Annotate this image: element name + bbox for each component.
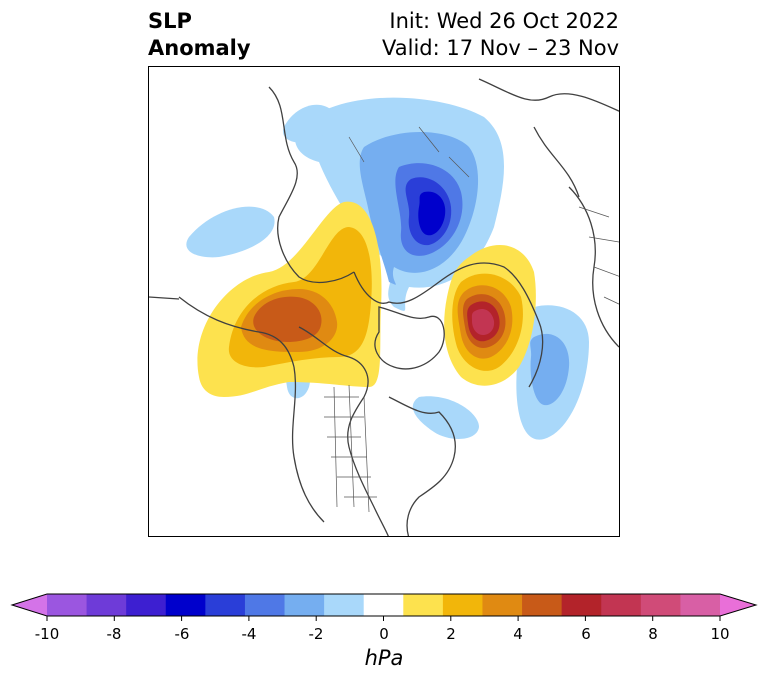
anomaly-map [149, 78, 619, 536]
init-date: Init: Wed 26 Oct 2022 [389, 9, 619, 33]
colorbar-swatch [47, 594, 88, 616]
colorbar-swatch [86, 594, 127, 616]
colorbar-swatch [165, 594, 206, 616]
valid-range: Valid: 17 Nov – 23 Nov [382, 36, 619, 60]
colorbar-swatch [601, 594, 642, 616]
negative-anomaly-atlantic [514, 305, 589, 440]
colorbar-swatch [363, 594, 404, 616]
cb-tick-label: 2 [446, 625, 456, 643]
colorbar-swatch [205, 594, 246, 616]
negative-anomaly-pacific [186, 206, 275, 258]
cb-tick-label: -6 [174, 625, 190, 643]
cb-tick-label: 8 [648, 625, 658, 643]
title-right: Init: Wed 26 Oct 2022 Valid: 17 Nov – 23… [382, 8, 619, 62]
colorbar [10, 593, 758, 621]
colorbar-units: hPa [364, 646, 404, 670]
colorbar-swatch [442, 594, 483, 616]
colorbar-swatch [680, 594, 721, 616]
colorbar-swatch [324, 594, 365, 616]
positive-anomaly-alaska [197, 201, 382, 397]
colorbar-swatch [561, 594, 602, 616]
cb-tick-label: -2 [308, 625, 324, 643]
colorbar-swatch [640, 594, 681, 616]
colorbar-extend-max [720, 594, 756, 616]
title-type: Anomaly [148, 36, 251, 60]
title-variable: SLP [148, 9, 192, 33]
negative-anomaly-greenland [412, 396, 479, 439]
map-panel [148, 66, 620, 537]
colorbar-extend-min [12, 594, 47, 616]
colorbar-swatch [522, 594, 563, 616]
negative-anomaly-arctic [283, 97, 504, 311]
colorbar-swatch [482, 594, 523, 616]
colorbar-swatch [244, 594, 286, 616]
cb-tick-label: -10 [34, 625, 60, 643]
cb-tick-label: 0 [379, 625, 389, 643]
positive-anomaly-scandinavia [444, 245, 536, 386]
cb-tick-label: 4 [513, 625, 523, 643]
cb-tick-label: 10 [710, 625, 730, 643]
title-left: SLP Anomaly [148, 8, 251, 62]
cb-tick-label: -8 [106, 625, 122, 643]
cb-tick-label: 6 [581, 625, 591, 643]
borders [324, 126, 619, 513]
colorbar-swatch [284, 594, 325, 616]
colorbar-swatch [403, 594, 444, 616]
cb-tick-label: -4 [241, 625, 257, 643]
colorbar-swatch [126, 594, 167, 616]
